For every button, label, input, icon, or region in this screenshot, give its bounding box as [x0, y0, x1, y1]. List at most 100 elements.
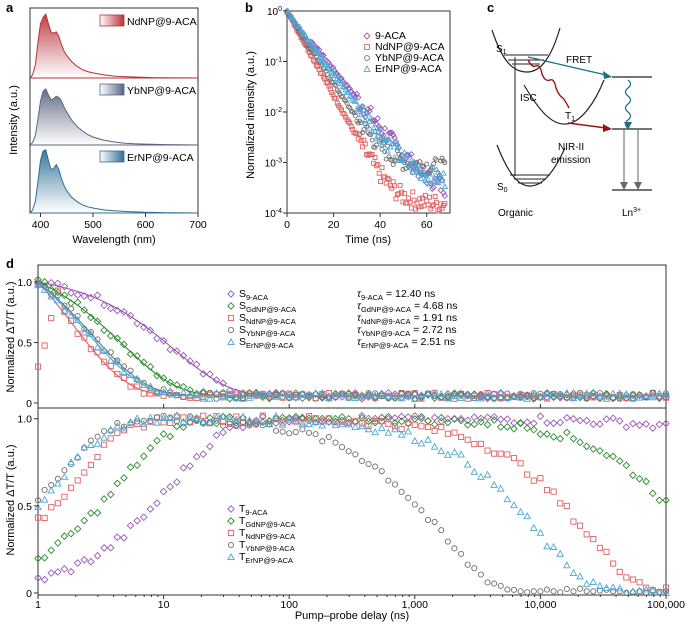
point-TErNP@9-ACA — [272, 411, 280, 419]
point-SNdNP@9-ACA — [491, 391, 498, 398]
point-TNdNP@9-ACA — [464, 436, 471, 443]
point-TGdNP@9-ACA — [556, 434, 565, 443]
point-TYbNP@9-ACA — [471, 565, 478, 572]
point-T9-ACA — [371, 414, 379, 423]
point-SErNP@9-ACA — [463, 391, 472, 399]
point-S9-ACA — [172, 347, 181, 356]
point-T9-ACA — [67, 567, 75, 576]
point-TNdNP@9-ACA — [636, 579, 643, 586]
point-S9-ACA — [206, 370, 214, 379]
point-T9-ACA — [172, 478, 181, 487]
point-TGdNP@9-ACA — [596, 446, 604, 455]
point-TErNP@9-ACA — [186, 414, 194, 422]
y-tick-label: 10-1 — [265, 57, 282, 69]
point-SNdNP@9-ACA — [220, 391, 227, 398]
point-SGdNP@9-ACA — [139, 358, 148, 367]
point-ErNP@9-ACA — [392, 139, 400, 146]
point-YbNP@9-ACA — [442, 160, 448, 166]
point-NdNP@9-ACA — [350, 126, 356, 132]
point-SErNP@9-ACA — [40, 285, 49, 293]
point-SGdNP@9-ACA — [496, 394, 505, 402]
point-SYbNP@9-ACA — [107, 349, 114, 356]
point-SYbNP@9-ACA — [603, 391, 610, 398]
point-TNdNP@9-ACA — [345, 419, 352, 426]
point-TYbNP@9-ACA — [325, 433, 332, 441]
point-TGdNP@9-ACA — [417, 412, 426, 421]
point-ErNP@9-ACA — [424, 175, 432, 182]
point-TGdNP@9-ACA — [629, 471, 637, 480]
point-SErNP@9-ACA — [100, 346, 108, 354]
point-TYbNP@9-ACA — [253, 421, 260, 428]
label-isc: ISC — [520, 93, 537, 104]
point-NdNP@9-ACA — [399, 189, 405, 195]
point-TNdNP@9-ACA — [87, 461, 94, 468]
spectrum-ErNP@9-ACA — [28, 149, 199, 214]
point-TNdNP@9-ACA — [213, 412, 220, 420]
point-TErNP@9-ACA — [199, 418, 208, 426]
point-SGdNP@9-ACA — [166, 378, 175, 387]
point-TNdNP@9-ACA — [590, 536, 597, 543]
point-NdNP@9-ACA — [378, 179, 384, 185]
point-TNdNP@9-ACA — [484, 447, 491, 454]
point-TYbNP@9-ACA — [358, 457, 365, 464]
point-TGdNP@9-ACA — [516, 419, 525, 428]
fret-arrow — [527, 56, 607, 76]
point-T9-ACA — [417, 414, 426, 423]
point-T9-ACA — [186, 462, 194, 470]
point-TGdNP@9-ACA — [371, 418, 379, 427]
legend-marker-YbNP@9-ACA — [364, 55, 370, 61]
point-TErNP@9-ACA — [384, 428, 393, 436]
point-T9-ACA — [430, 413, 439, 422]
point-TErNP@9-ACA — [635, 586, 644, 594]
point-TErNP@9-ACA — [93, 439, 102, 447]
y-tick-label: 1.0 — [17, 277, 32, 289]
point-S9-ACA — [159, 336, 168, 345]
point-TErNP@9-ACA — [133, 414, 142, 422]
point-TYbNP@9-ACA — [147, 417, 154, 424]
point-NdNP@9-ACA — [373, 163, 379, 169]
point-S9-ACA — [225, 386, 234, 395]
point-T9-ACA — [87, 557, 95, 566]
point-TErNP@9-ACA — [172, 411, 181, 419]
point-SYbNP@9-ACA — [629, 391, 636, 398]
point-TYbNP@9-ACA — [213, 417, 220, 424]
point-9-ACA — [429, 185, 436, 192]
point-T9-ACA — [549, 419, 558, 428]
point-SGdNP@9-ACA — [93, 317, 102, 326]
point-TYbNP@9-ACA — [431, 518, 438, 525]
x-tick-label: 20 — [328, 219, 340, 231]
point-SYbNP@9-ACA — [656, 394, 663, 401]
point-SErNP@9-ACA — [582, 389, 591, 397]
point-TErNP@9-ACA — [358, 422, 366, 430]
point-S9-ACA — [199, 370, 208, 378]
point-S9-ACA — [139, 323, 148, 332]
legend-marker-TErNP@9-ACA — [227, 552, 235, 561]
point-SErNP@9-ACA — [404, 392, 413, 400]
point-SErNP@9-ACA — [146, 382, 155, 390]
point-SErNP@9-ACA — [529, 390, 538, 398]
point-YbNP@9-ACA — [429, 165, 435, 171]
point-SErNP@9-ACA — [245, 393, 254, 401]
point-T9-ACA — [113, 533, 122, 541]
point-9-ACA — [355, 94, 362, 101]
point-TErNP@9-ACA — [278, 420, 287, 428]
point-9-ACA — [423, 179, 430, 187]
point-TYbNP@9-ACA — [391, 481, 399, 488]
point-TErNP@9-ACA — [629, 587, 637, 595]
point-NdNP@9-ACA — [422, 192, 428, 198]
point-ErNP@9-ACA — [374, 128, 382, 135]
point-T9-ACA — [582, 416, 591, 425]
point-ErNP@9-ACA — [413, 163, 421, 170]
point-T9-ACA — [490, 412, 498, 421]
point-T9-ACA — [470, 413, 479, 422]
point-SGdNP@9-ACA — [285, 390, 294, 399]
point-SGdNP@9-ACA — [344, 390, 353, 398]
panel-b-ylabel: Normalized intensity (a.u.) — [245, 51, 257, 179]
point-SErNP@9-ACA — [556, 391, 565, 399]
point-NdNP@9-ACA — [432, 193, 438, 199]
point-YbNP@9-ACA — [330, 79, 336, 85]
point-YbNP@9-ACA — [438, 158, 444, 164]
point-SYbNP@9-ACA — [87, 328, 94, 335]
point-SGdNP@9-ACA — [172, 381, 181, 389]
point-NdNP@9-ACA — [369, 152, 375, 158]
